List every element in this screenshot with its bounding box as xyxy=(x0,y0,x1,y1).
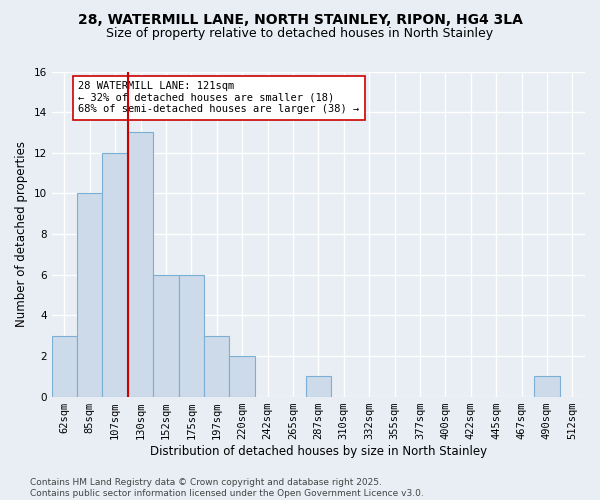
Bar xyxy=(305,376,331,396)
Bar xyxy=(204,336,229,396)
Bar xyxy=(179,274,204,396)
Text: Contains HM Land Registry data © Crown copyright and database right 2025.
Contai: Contains HM Land Registry data © Crown c… xyxy=(30,478,424,498)
Bar xyxy=(128,132,153,396)
Text: 28, WATERMILL LANE, NORTH STAINLEY, RIPON, HG4 3LA: 28, WATERMILL LANE, NORTH STAINLEY, RIPO… xyxy=(77,12,523,26)
Y-axis label: Number of detached properties: Number of detached properties xyxy=(15,141,28,327)
Bar xyxy=(103,153,128,396)
Bar xyxy=(153,274,179,396)
Bar xyxy=(77,194,103,396)
X-axis label: Distribution of detached houses by size in North Stainley: Distribution of detached houses by size … xyxy=(150,444,487,458)
Bar xyxy=(534,376,560,396)
Bar xyxy=(229,356,255,397)
Text: 28 WATERMILL LANE: 121sqm
← 32% of detached houses are smaller (18)
68% of semi-: 28 WATERMILL LANE: 121sqm ← 32% of detac… xyxy=(79,82,359,114)
Text: Size of property relative to detached houses in North Stainley: Size of property relative to detached ho… xyxy=(106,28,494,40)
Bar xyxy=(52,336,77,396)
